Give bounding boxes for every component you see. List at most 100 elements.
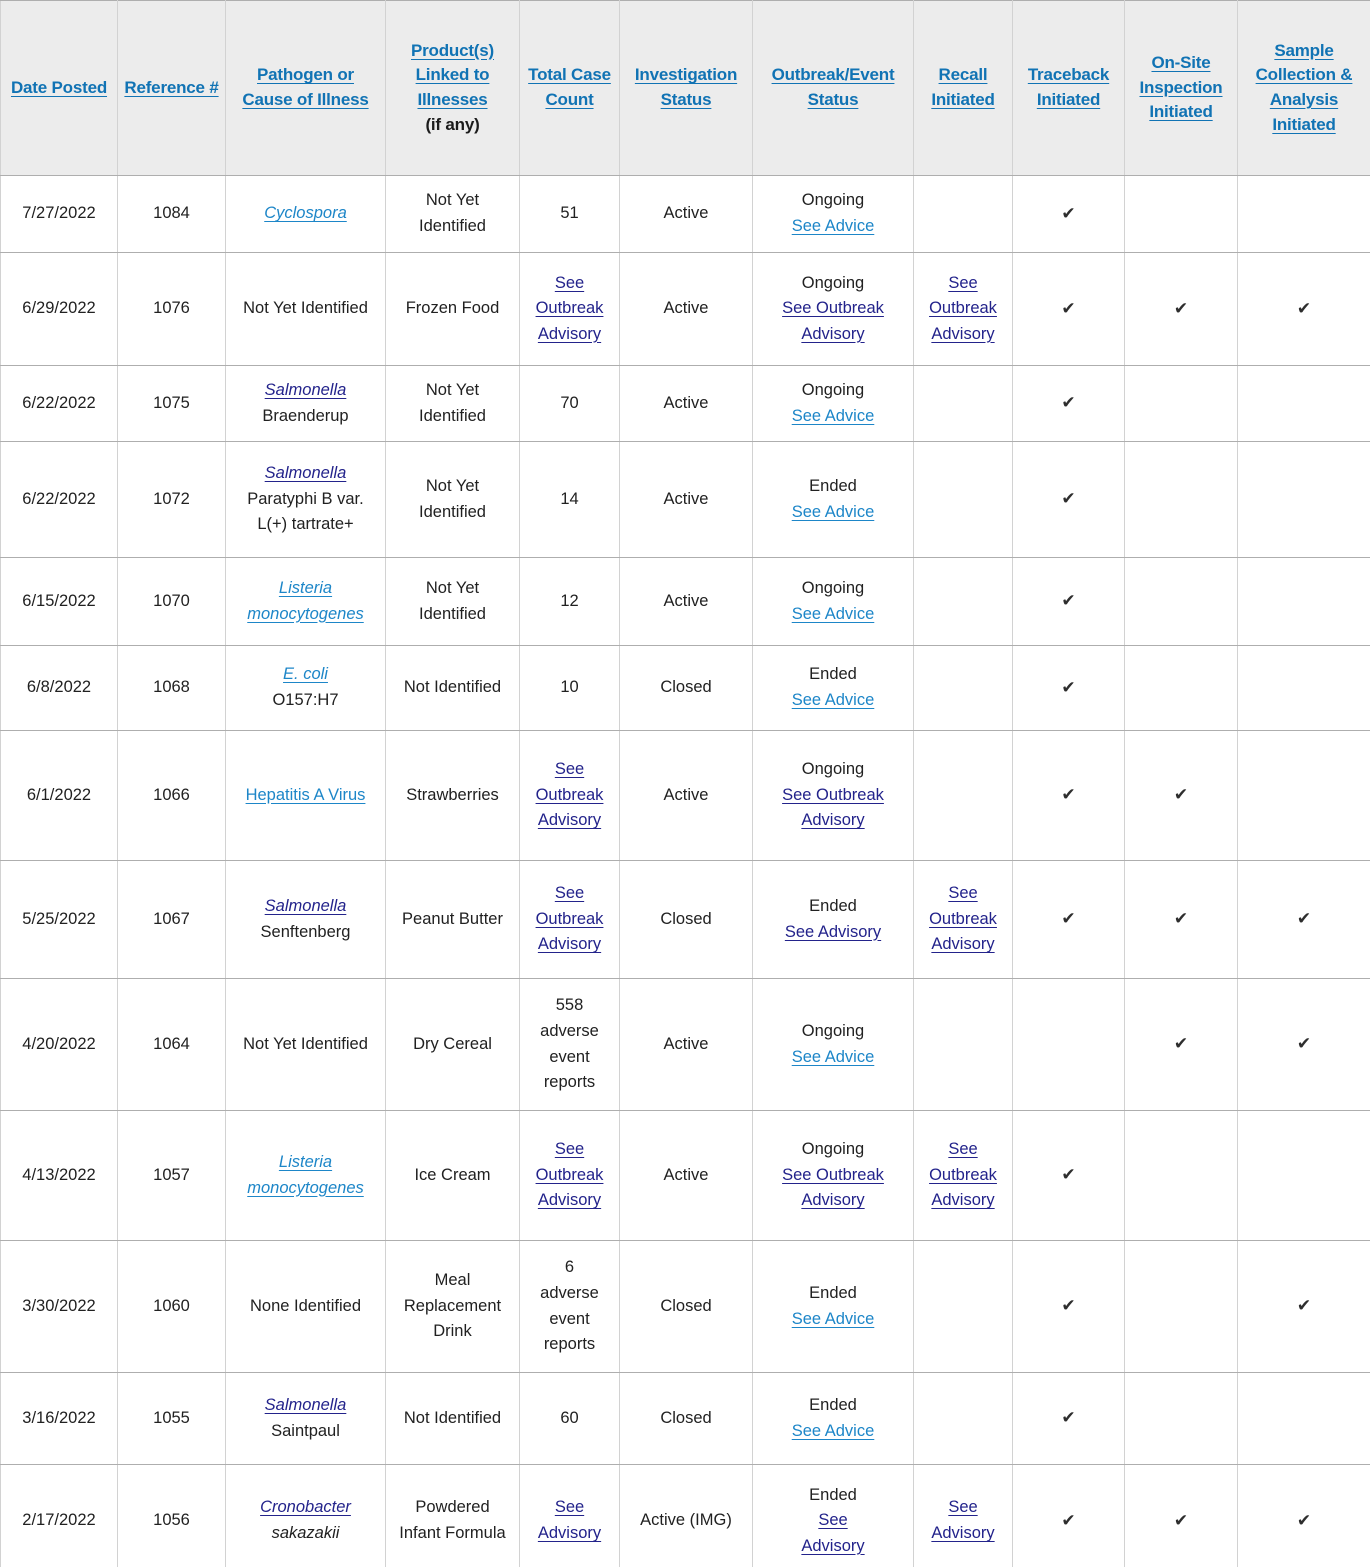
- checkmark-icon: ✔: [1061, 298, 1076, 318]
- cell-investigation-status: Closed: [619, 645, 753, 731]
- outbreak-advice-link[interactable]: See Advice: [791, 406, 875, 425]
- cell-traceback-initiated: ✔: [1012, 1110, 1125, 1241]
- recall-advisory-link[interactable]: See Outbreak Advisory: [929, 1140, 997, 1210]
- pathogen-listeria-monocytogenes-link[interactable]: Listeria monocytogenes: [247, 578, 364, 623]
- outbreak-advice-link[interactable]: See Outbreak Advisory: [782, 785, 884, 830]
- cell-traceback-initiated: ✔: [1012, 1464, 1125, 1567]
- checkmark-icon: ✔: [1061, 591, 1076, 611]
- cell-date-posted: 4/13/2022: [0, 1110, 118, 1241]
- cell-outbreak-status: Ongoing See Advice: [752, 175, 914, 253]
- sort-link-product-s-linked-to-illnesses[interactable]: Product(s) Linked to Illnesses: [410, 40, 494, 109]
- outbreak-advice-link[interactable]: See Advice: [791, 1047, 875, 1066]
- case-count-link[interactable]: See Outbreak Advisory: [535, 884, 604, 954]
- outbreak-status-value: Ended: [809, 1283, 857, 1302]
- case-count-link[interactable]: See Outbreak Advisory: [535, 273, 604, 343]
- cell-onsite-inspection-initiated: [1124, 1240, 1238, 1373]
- cell-pathogen: E. coli O157:H7: [225, 645, 386, 731]
- outbreak-advice-link[interactable]: See Advice: [791, 1309, 875, 1328]
- cell-pathogen: Hepatitis A Virus: [225, 730, 386, 861]
- case-count-link[interactable]: See Advisory: [537, 1498, 602, 1542]
- pathogen-salmonella-link[interactable]: Salmonella: [264, 1395, 347, 1414]
- cell-total-case-count: 60: [519, 1372, 620, 1465]
- outbreak-advice-link[interactable]: See Advisory: [784, 922, 882, 941]
- cell-recall-initiated: [913, 645, 1013, 731]
- cell-date-posted: 3/30/2022: [0, 1240, 118, 1373]
- cell-date-posted: 6/8/2022: [0, 645, 118, 731]
- case-count-link[interactable]: See Outbreak Advisory: [535, 760, 604, 830]
- cell-date-posted: 6/1/2022: [0, 730, 118, 861]
- sort-link-reference[interactable]: Reference #: [124, 77, 219, 97]
- case-count-value: 558 adverse event reports: [540, 996, 599, 1092]
- cell-sample-collection-initiated: [1237, 557, 1370, 646]
- checkmark-icon: ✔: [1173, 1510, 1189, 1530]
- outbreak-advice-link[interactable]: See Advisory: [801, 1511, 865, 1555]
- outbreak-advice-link[interactable]: See Advice: [791, 1421, 875, 1440]
- cell-product: Frozen Food: [385, 252, 520, 366]
- table-row: 4/13/2022 1057 Listeria monocytogenes Ice C…: [0, 1110, 1370, 1241]
- pathogen-salmonella-link[interactable]: Salmonella: [264, 380, 347, 399]
- recall-advisory-link[interactable]: See Outbreak Advisory: [929, 273, 997, 343]
- cell-date-posted: 6/22/2022: [0, 365, 118, 442]
- cell-reference-number: 1064: [117, 978, 226, 1111]
- cell-outbreak-status: Ongoing See Advice: [752, 978, 914, 1111]
- cell-outbreak-status: Ongoing See Advice: [752, 365, 914, 442]
- outbreak-advice-link[interactable]: See Outbreak Advisory: [782, 1165, 884, 1210]
- column-header-on-site-inspection-initiated: On-Site Inspection Initiated: [1124, 0, 1238, 176]
- cell-reference-number: 1057: [117, 1110, 226, 1241]
- pathogen-cronobacter-link[interactable]: Cronobacter: [260, 1498, 351, 1517]
- pathogen-e-coli-link[interactable]: E. coli: [283, 665, 328, 684]
- sort-link-pathogen-or-cause-of-illness[interactable]: Pathogen or Cause of Illness: [242, 65, 369, 109]
- cell-sample-collection-initiated: [1237, 441, 1370, 558]
- pathogen-text: Not Yet Identified: [243, 1034, 368, 1053]
- pathogen-cyclospora-link[interactable]: Cyclospora: [264, 204, 347, 223]
- cell-onsite-inspection-initiated: ✔: [1124, 1464, 1238, 1567]
- table-row: 6/29/2022 1076 Not Yet Identified Frozen Fo…: [0, 252, 1370, 366]
- cell-onsite-inspection-initiated: [1124, 645, 1238, 731]
- pathogen-salmonella-link[interactable]: Salmonella: [264, 464, 347, 483]
- product-value: Ice Cream: [414, 1165, 491, 1184]
- date-posted-value: 6/8/2022: [26, 678, 92, 697]
- pathogen-hepatitis-a-virus-link[interactable]: Hepatitis A Virus: [245, 785, 366, 804]
- sort-link-sample-collection-analysis-initiated[interactable]: Sample Collection & Analysis Initiated: [1255, 40, 1353, 134]
- sort-link-outbreak-event-status[interactable]: Outbreak/Event Status: [771, 65, 895, 109]
- cell-pathogen: Salmonella Saintpaul: [225, 1372, 386, 1465]
- product-value: Powdered Infant Formula: [399, 1498, 506, 1542]
- outbreak-status-value: Ongoing: [801, 191, 865, 210]
- cell-reference-number: 1060: [117, 1240, 226, 1373]
- cell-recall-initiated: [913, 1240, 1013, 1373]
- pathogen-listeria-monocytogenes-link[interactable]: Listeria monocytogenes: [247, 1152, 364, 1197]
- outbreak-advice-link[interactable]: See Advice: [791, 502, 875, 521]
- recall-advisory-link[interactable]: See Advisory: [931, 1498, 995, 1542]
- cell-reference-number: 1084: [117, 175, 226, 253]
- cell-product: Strawberries: [385, 730, 520, 861]
- outbreak-advice-link[interactable]: See Advice: [791, 691, 875, 709]
- cell-onsite-inspection-initiated: ✔: [1124, 252, 1238, 366]
- sort-link-date-posted[interactable]: Date Posted: [10, 77, 108, 97]
- sort-link-recall-initiated[interactable]: Recall Initiated: [931, 65, 995, 109]
- cell-traceback-initiated: ✔: [1012, 860, 1125, 979]
- outbreak-advice-link[interactable]: See Outbreak Advisory: [782, 299, 884, 343]
- outbreak-advice-link[interactable]: See Advice: [791, 604, 875, 623]
- table-row: 6/8/2022 1068 E. coli O157:H7 Not Identified…: [0, 645, 1370, 731]
- sort-link-on-site-inspection-initiated[interactable]: On-Site Inspection Initiated: [1139, 53, 1223, 122]
- cell-sample-collection-initiated: ✔: [1237, 860, 1370, 979]
- sort-link-traceback-initiated[interactable]: Traceback Initiated: [1027, 65, 1110, 109]
- outbreak-advice-link[interactable]: See Advice: [791, 217, 875, 235]
- cell-product: Powdered Infant Formula: [385, 1464, 520, 1567]
- cell-sample-collection-initiated: [1237, 175, 1370, 253]
- case-count-link[interactable]: See Outbreak Advisory: [535, 1140, 604, 1210]
- column-header-subnote: (if any): [425, 114, 480, 134]
- cell-outbreak-status: Ended See Advice: [752, 645, 914, 731]
- pathogen-salmonella-link[interactable]: Salmonella: [264, 896, 347, 915]
- sort-link-total-case-count[interactable]: Total Case Count: [528, 65, 611, 109]
- pathogen-text: O157:H7: [272, 691, 339, 709]
- cell-recall-initiated: [913, 175, 1013, 253]
- recall-advisory-link[interactable]: See Outbreak Advisory: [929, 884, 997, 954]
- column-header-pathogen-or-cause-of-illness: Pathogen or Cause of Illness: [225, 0, 386, 176]
- reference-number-value: 1067: [153, 909, 190, 928]
- product-value: Not Yet Identified: [419, 380, 486, 425]
- sort-link-investigation-status[interactable]: Investigation Status: [634, 65, 738, 109]
- reference-number-value: 1055: [153, 1408, 190, 1427]
- column-header-sample-collection-analysis-initiated: Sample Collection & Analysis Initiated: [1237, 0, 1370, 176]
